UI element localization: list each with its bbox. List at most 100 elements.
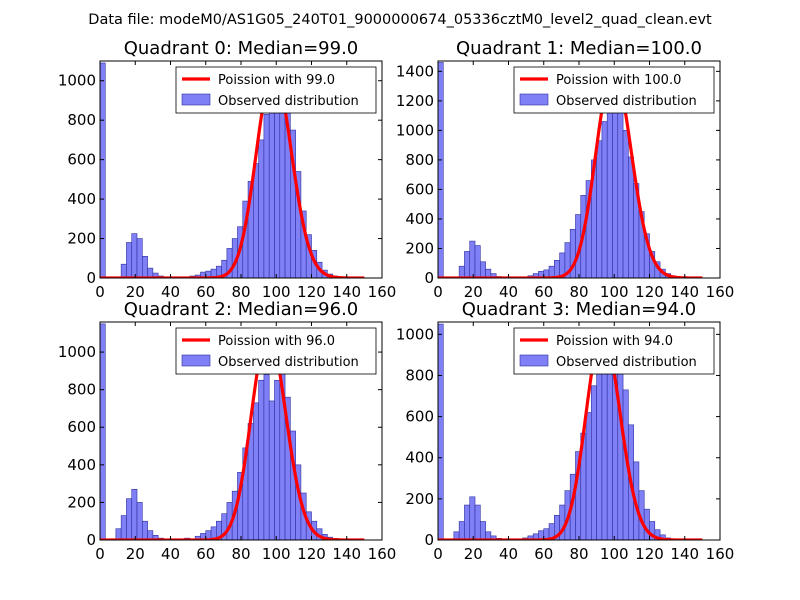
chart-title: Quadrant 0: Median=99.0 bbox=[124, 38, 359, 59]
histogram-bar bbox=[263, 374, 270, 541]
histogram-bar bbox=[596, 358, 603, 541]
legend-box bbox=[513, 327, 715, 375]
histogram-bar bbox=[469, 240, 476, 279]
histogram-bar bbox=[554, 259, 560, 279]
poisson-curve bbox=[438, 330, 703, 540]
histogram-bar bbox=[464, 504, 471, 541]
x-tick-label: 140 bbox=[332, 283, 361, 301]
x-tick-label: 80 bbox=[231, 545, 250, 563]
y-tick-label: 400 bbox=[67, 456, 96, 474]
histogram-bar bbox=[479, 521, 486, 541]
x-tick-label: 160 bbox=[706, 283, 735, 301]
x-tick-label: 20 bbox=[464, 283, 483, 301]
histogram-bar bbox=[606, 358, 613, 541]
legend-label-observed: Observed distribution bbox=[556, 355, 697, 370]
x-tick-label: 0 bbox=[433, 283, 443, 301]
legend-label-poisson: Poission with 99.0 bbox=[218, 73, 335, 88]
legend: Poission with 94.0 Observed distribution bbox=[513, 327, 715, 375]
histogram-bar bbox=[612, 88, 619, 279]
x-tick-label: 80 bbox=[231, 283, 250, 301]
histogram-bar bbox=[591, 385, 597, 541]
histogram-bar bbox=[474, 504, 481, 541]
poisson-curve bbox=[100, 69, 365, 278]
x-tick-label: 60 bbox=[196, 283, 215, 301]
x-tick-label: 140 bbox=[670, 283, 699, 301]
y-tick-label: 600 bbox=[67, 418, 96, 436]
histogram-bar bbox=[142, 520, 148, 541]
x-tick-label: 0 bbox=[95, 283, 105, 301]
y-tick-label: 400 bbox=[405, 449, 434, 467]
x-tick-label: 120 bbox=[297, 283, 326, 301]
x-tick-label: 100 bbox=[262, 545, 291, 563]
legend-box bbox=[513, 66, 715, 114]
x-tick-label: 100 bbox=[600, 545, 629, 563]
histogram-bar bbox=[617, 107, 624, 279]
histogram-bar bbox=[437, 62, 444, 279]
legend-bar-swatch bbox=[519, 354, 549, 367]
histogram-bar bbox=[268, 94, 275, 279]
x-tick-label: 20 bbox=[126, 283, 145, 301]
x-tick-label: 80 bbox=[569, 545, 588, 563]
y-tick-label: 200 bbox=[405, 239, 434, 257]
legend-label-observed: Observed distribution bbox=[556, 94, 697, 109]
figure-title: Data file: modeM0/AS1G05_240T01_90000006… bbox=[88, 12, 712, 28]
legend: Poission with 99.0 Observed distribution bbox=[175, 66, 377, 114]
x-tick-label: 20 bbox=[464, 545, 483, 563]
y-tick-label: 800 bbox=[67, 381, 96, 399]
y-tick-label: 1200 bbox=[396, 92, 434, 110]
y-tick-label: 600 bbox=[67, 151, 96, 169]
x-tick-label: 120 bbox=[635, 545, 664, 563]
histogram-bar bbox=[268, 400, 275, 541]
histogram-bar bbox=[622, 130, 629, 279]
chart-panel-1: Quadrant 1: Median=100.0 0 20 40 60 80 100 120 1… bbox=[396, 38, 735, 301]
chart-title: Quadrant 2: Median=96.0 bbox=[124, 299, 359, 320]
legend-label-observed: Observed distribution bbox=[218, 355, 359, 370]
histogram-bar bbox=[437, 323, 444, 541]
x-tick-label: 80 bbox=[569, 283, 588, 301]
y-tick-label: 1000 bbox=[58, 72, 96, 90]
y-tick-label: 1000 bbox=[58, 343, 96, 361]
x-tick-label: 0 bbox=[95, 545, 105, 563]
histogram-bar bbox=[99, 323, 106, 541]
x-tick-label: 40 bbox=[499, 283, 518, 301]
legend-label-observed: Observed distribution bbox=[218, 94, 359, 109]
x-tick-label: 160 bbox=[368, 545, 397, 563]
histogram-bar bbox=[136, 502, 143, 541]
x-tick-label: 40 bbox=[499, 545, 518, 563]
y-tick-label: 600 bbox=[405, 180, 434, 198]
y-tick-label: 200 bbox=[67, 493, 96, 511]
y-tick-label: 0 bbox=[86, 269, 96, 287]
histogram-bar bbox=[253, 163, 259, 279]
chart-title: Quadrant 1: Median=100.0 bbox=[456, 38, 702, 59]
legend: Poission with 96.0 Observed distribution bbox=[175, 327, 377, 375]
x-tick-label: 60 bbox=[534, 283, 553, 301]
histogram-bar bbox=[126, 242, 133, 279]
histogram-bar bbox=[131, 233, 138, 279]
chart-panel-2: Quadrant 2: Median=96.0 0 20 40 60 80 100 120 14… bbox=[58, 299, 397, 563]
y-tick-label: 0 bbox=[424, 269, 434, 287]
histogram-bar bbox=[628, 156, 634, 279]
y-tick-label: 0 bbox=[86, 531, 96, 549]
histogram-bar bbox=[474, 245, 481, 279]
histogram-bar bbox=[142, 255, 148, 279]
x-tick-label: 160 bbox=[368, 283, 397, 301]
x-tick-label: 120 bbox=[297, 545, 326, 563]
y-tick-label: 1000 bbox=[396, 121, 434, 139]
legend-label-poisson: Poission with 100.0 bbox=[556, 73, 681, 88]
histogram-bar bbox=[585, 412, 592, 541]
histogram-bar bbox=[601, 121, 608, 279]
poisson-curve bbox=[100, 331, 365, 540]
y-tick-label: 800 bbox=[67, 111, 96, 129]
histogram-bar bbox=[253, 402, 259, 541]
histogram-bar bbox=[115, 528, 122, 541]
histogram-bar bbox=[258, 379, 265, 541]
y-tick-label: 200 bbox=[67, 230, 96, 248]
histogram-bar bbox=[458, 521, 465, 541]
legend: Poission with 100.0 Observed distribution bbox=[513, 66, 715, 114]
y-tick-label: 0 bbox=[424, 531, 434, 549]
histogram-bar bbox=[274, 379, 281, 541]
histogram-bar bbox=[99, 62, 106, 279]
histogram-bar bbox=[601, 350, 608, 541]
histogram-bar bbox=[120, 263, 127, 279]
y-tick-label: 800 bbox=[405, 366, 434, 384]
